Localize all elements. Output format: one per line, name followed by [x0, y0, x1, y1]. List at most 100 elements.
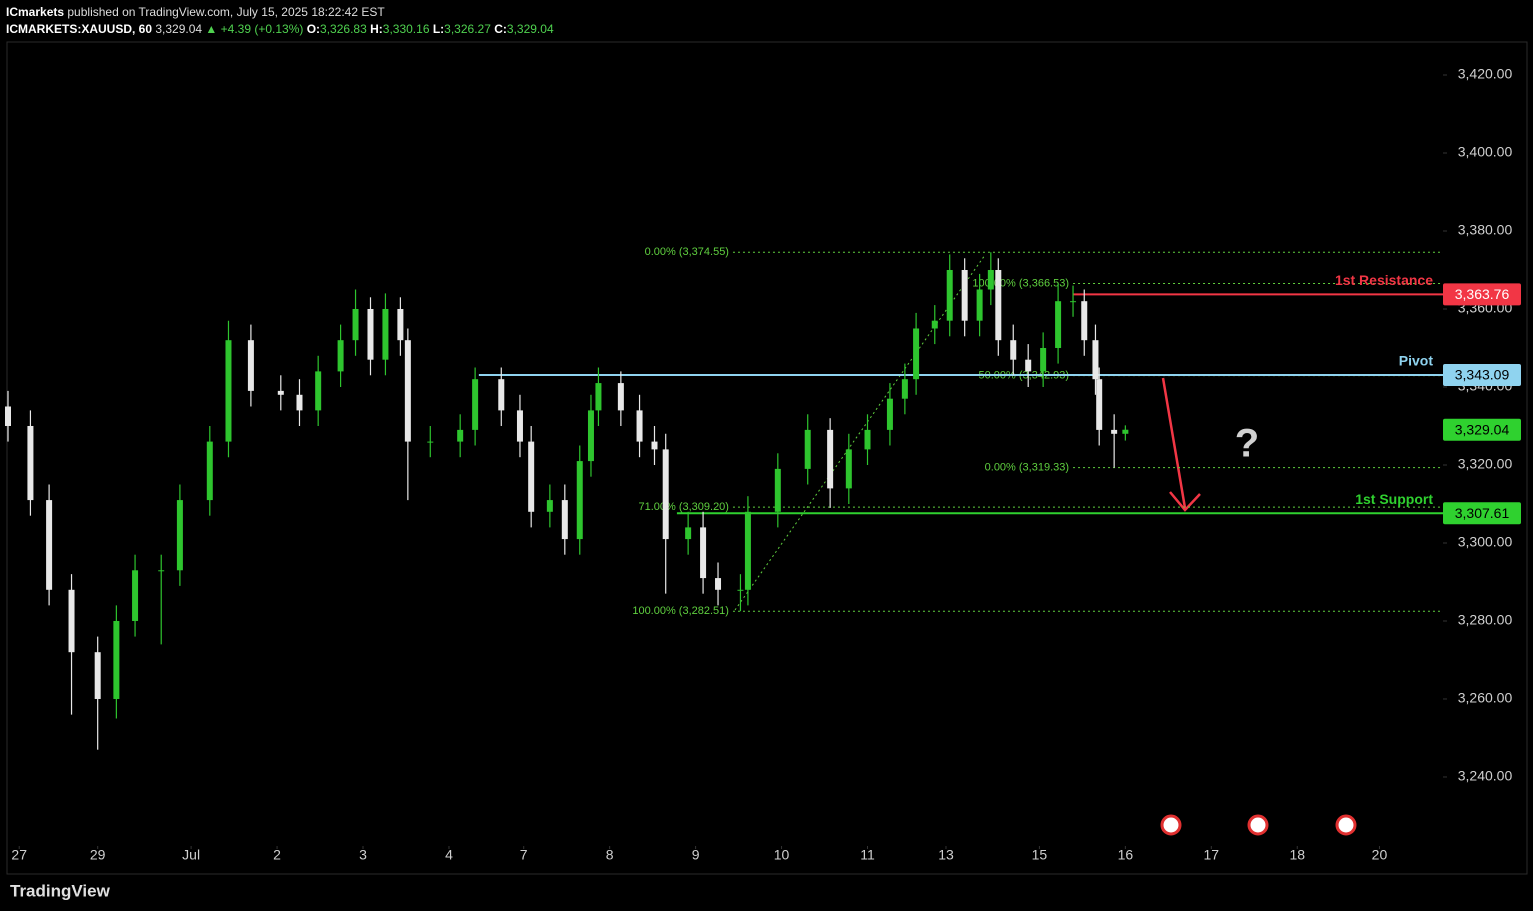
event-icon[interactable]	[1160, 814, 1182, 836]
symbol: ICMARKETS:XAUUSD, 60	[6, 22, 153, 36]
candle-body	[46, 500, 53, 590]
candle-body	[913, 328, 920, 380]
candle-body	[1070, 301, 1077, 303]
candle-body	[1055, 301, 1062, 348]
candle-body	[528, 441, 535, 512]
candle-body	[845, 449, 852, 489]
candle-body	[961, 269, 968, 321]
y-tick-label: 3,280.00	[1458, 612, 1513, 628]
y-tick-label: 3,300.00	[1458, 534, 1513, 550]
candle-body	[457, 429, 464, 442]
level-label: 1st Support	[1355, 491, 1433, 507]
price-tag-label: 3,307.61	[1455, 505, 1510, 521]
candle-body	[617, 383, 624, 411]
x-tick-label: 11	[860, 847, 875, 863]
candle-body	[864, 429, 871, 450]
candle-body	[113, 620, 120, 699]
fib-label: 0.00% (3,374.55)	[645, 246, 729, 258]
candle-body	[995, 269, 1002, 341]
x-tick-label: 10	[774, 847, 790, 863]
x-tick-label: 7	[520, 847, 528, 863]
candle-body	[561, 500, 568, 540]
fib-label: 100.00% (3,366.53)	[972, 277, 1069, 289]
candle-body	[1092, 340, 1099, 380]
arrow-head	[1169, 491, 1201, 512]
candle-body	[946, 269, 953, 321]
x-tick-label: 20	[1372, 847, 1388, 863]
candle-body	[804, 429, 811, 469]
candle-body	[636, 410, 643, 442]
x-tick-label: 2	[273, 847, 281, 863]
candle-body	[987, 269, 994, 290]
candle-body	[5, 406, 11, 426]
candle-body	[1081, 301, 1088, 341]
event-icon[interactable]	[1247, 814, 1269, 836]
header: ICmarkets published on TradingView.com, …	[6, 4, 554, 38]
x-tick-label: 3	[359, 847, 367, 863]
candle-body	[1040, 347, 1047, 372]
candle-body	[158, 570, 165, 572]
header-line-1: ICmarkets published on TradingView.com, …	[6, 4, 554, 21]
candle-body	[931, 320, 938, 329]
level-label: Pivot	[1399, 353, 1434, 369]
candle-body	[744, 511, 751, 590]
candle-body	[427, 441, 434, 443]
x-tick-label: 17	[1204, 847, 1220, 863]
fib-label: 100.00% (3,282.51)	[632, 605, 729, 617]
x-tick-label: 4	[445, 847, 453, 863]
c-value: 3,329.04	[506, 22, 554, 36]
candle-body	[700, 527, 707, 579]
candle-body	[587, 410, 594, 462]
x-tick-label: 16	[1118, 847, 1134, 863]
l-label: L:	[432, 22, 445, 36]
o-value: 3,326.83	[320, 22, 367, 36]
candle-body	[315, 371, 322, 411]
candle-body	[827, 429, 834, 489]
candle-body	[296, 394, 303, 411]
candle-body	[685, 527, 692, 540]
x-tick-label: 8	[606, 847, 614, 863]
candle-body	[367, 308, 374, 360]
x-tick-label: Jul	[182, 847, 200, 863]
y-tick-label: 3,420.00	[1458, 66, 1513, 82]
candle-body	[277, 390, 284, 395]
x-tick-label: 27	[11, 847, 27, 863]
price-tag	[1443, 283, 1521, 306]
event-icons	[1160, 814, 1357, 836]
candle-body	[886, 398, 893, 430]
y-tick-label: 3,320.00	[1458, 456, 1513, 472]
candle-body	[1096, 379, 1103, 430]
price-tag	[1443, 363, 1521, 386]
c-label: C:	[494, 22, 507, 36]
candle-body	[176, 500, 183, 571]
change: ▲ +4.39 (+0.13%)	[205, 22, 304, 36]
candle-body	[1010, 340, 1017, 360]
candle-body	[901, 379, 908, 399]
fib-trend-line	[734, 254, 986, 611]
candle-body	[94, 652, 101, 699]
candle-body	[976, 289, 983, 321]
candle-body	[337, 340, 344, 372]
candle-body	[404, 340, 411, 442]
candle-body	[715, 578, 722, 590]
y-tick-label: 3,240.00	[1458, 768, 1513, 784]
price-tag-label: 3,329.04	[1455, 421, 1510, 437]
event-icon[interactable]	[1335, 814, 1357, 836]
price-tag-label: 3,343.09	[1455, 367, 1510, 383]
level-label: 1st Resistance	[1335, 272, 1433, 288]
x-tick-label: 15	[1032, 847, 1048, 863]
price-tag	[1443, 502, 1521, 525]
fib-label: 71.00% (3,309.20)	[638, 501, 729, 513]
candle-body	[27, 425, 34, 501]
candle-body	[225, 340, 232, 442]
x-tick-label: 13	[938, 847, 954, 863]
annotation: ?	[1235, 422, 1259, 466]
o-label: O:	[306, 22, 321, 36]
candle-body	[1122, 429, 1129, 434]
candle-body	[247, 340, 254, 391]
fib-label: 0.00% (3,319.33)	[985, 462, 1069, 474]
publisher: ICmarkets	[6, 5, 65, 19]
candle-body	[737, 589, 744, 591]
price: 3,329.04	[155, 22, 203, 36]
